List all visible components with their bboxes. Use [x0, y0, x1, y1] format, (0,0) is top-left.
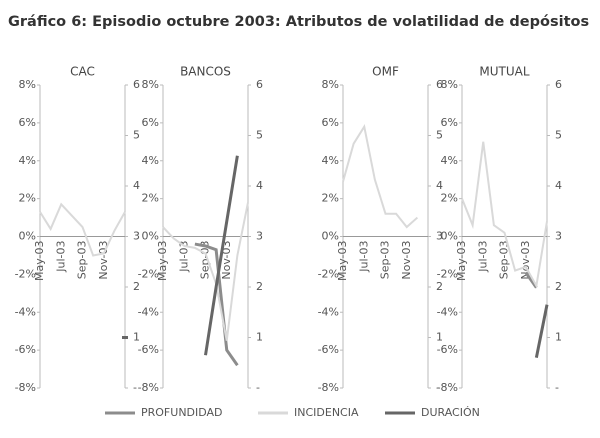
- y2-tick-label: 2: [256, 280, 263, 293]
- y-tick-label: -8%: [15, 381, 36, 394]
- legend-label: DURACIÓN: [421, 406, 480, 419]
- y-tick-label: -4%: [15, 305, 36, 318]
- x-tick-label: Sep-03: [379, 241, 392, 280]
- y2-tick-label: 5: [555, 129, 562, 142]
- y2-tick-label: 6: [555, 78, 562, 91]
- y-tick-label: 0%: [322, 230, 339, 243]
- y-tick-label: -6%: [15, 343, 36, 356]
- y-tick-label: 2%: [19, 192, 36, 205]
- y-tick-label: -6%: [318, 343, 339, 356]
- y-tick-label: 6%: [322, 116, 339, 129]
- series-line: [461, 141, 548, 289]
- y-tick-label: 0%: [441, 230, 458, 243]
- panel-title: MUTUAL: [479, 65, 529, 79]
- y-tick-label: 8%: [441, 78, 458, 91]
- series-line: [534, 304, 549, 358]
- y2-tick-label: 3: [133, 230, 140, 243]
- panel-title: OMF: [372, 65, 399, 79]
- x-tick-label: Sep-03: [76, 241, 89, 280]
- y-tick-label: 8%: [19, 78, 36, 91]
- y2-tick-label: 2: [436, 280, 443, 293]
- y-tick-label: -6%: [138, 343, 159, 356]
- x-tick-label: Sep-03: [498, 241, 511, 280]
- x-tick-label: Nov-03: [97, 241, 110, 280]
- y-tick-label: 6%: [142, 116, 159, 129]
- y-tick-label: -6%: [437, 343, 458, 356]
- y2-tick-label: -: [436, 381, 440, 394]
- y2-tick-label: 1: [436, 331, 443, 344]
- y2-tick-label: -: [256, 381, 260, 394]
- x-tick-label: Sep-03: [199, 241, 212, 280]
- y2-tick-label: 5: [256, 129, 263, 142]
- y-tick-label: 0%: [19, 230, 36, 243]
- x-tick-label: May-03: [455, 241, 468, 282]
- y-tick-label: -8%: [437, 381, 458, 394]
- y-tick-label: -8%: [318, 381, 339, 394]
- series-line: [204, 155, 239, 356]
- x-tick-label: Jul-03: [54, 241, 67, 273]
- series-line: [524, 271, 538, 289]
- y2-tick-label: 1: [133, 331, 140, 344]
- y2-tick-label: 2: [555, 280, 562, 293]
- y2-tick-label: 4: [555, 179, 562, 192]
- y-tick-label: 0%: [142, 230, 159, 243]
- y2-tick-label: 4: [436, 179, 443, 192]
- y2-tick-label: 3: [436, 230, 443, 243]
- y-tick-label: 2%: [441, 192, 458, 205]
- y2-tick-label: 4: [133, 179, 140, 192]
- legend-label: INCIDENCIA: [294, 406, 359, 419]
- x-tick-label: Jul-03: [357, 241, 370, 273]
- y-tick-label: 4%: [142, 154, 159, 167]
- y2-tick-label: 2: [133, 280, 140, 293]
- series-line: [194, 242, 239, 367]
- y-tick-label: 4%: [19, 154, 36, 167]
- y-tick-label: 2%: [322, 192, 339, 205]
- y2-tick-label: 6: [133, 78, 140, 91]
- x-tick-label: May-03: [156, 241, 169, 282]
- y2-tick-label: 3: [555, 230, 562, 243]
- y-tick-label: 2%: [142, 192, 159, 205]
- y-tick-label: 8%: [322, 78, 339, 91]
- y-tick-label: 4%: [441, 154, 458, 167]
- x-tick-label: Jul-03: [476, 241, 489, 273]
- x-tick-label: Nov-03: [400, 241, 413, 280]
- x-tick-label: May-03: [33, 241, 46, 282]
- y-tick-label: 6%: [19, 116, 36, 129]
- series-line: [162, 202, 249, 341]
- y-tick-label: 4%: [322, 154, 339, 167]
- y2-tick-label: 4: [256, 179, 263, 192]
- y2-tick-label: 5: [436, 129, 443, 142]
- y2-tick-label: -: [133, 381, 137, 394]
- series-line: [342, 123, 419, 229]
- y-tick-label: -4%: [318, 305, 339, 318]
- y2-tick-label: 1: [555, 331, 562, 344]
- panel-title: CAC: [70, 65, 95, 79]
- chart-title: Gráfico 6: Episodio octubre 2003: Atribu…: [8, 14, 589, 30]
- panel-title: BANCOS: [180, 65, 231, 79]
- legend-label: PROFUNDIDAD: [141, 406, 223, 419]
- y2-tick-label: 3: [256, 230, 263, 243]
- y2-tick-label: 6: [256, 78, 263, 91]
- y-tick-label: -2%: [318, 267, 339, 280]
- y-tick-label: -2%: [15, 267, 36, 280]
- y2-tick-label: 1: [256, 331, 263, 344]
- series-line: [39, 202, 126, 257]
- y-tick-label: -2%: [138, 267, 159, 280]
- y-tick-label: -8%: [138, 381, 159, 394]
- x-tick-label: May-03: [336, 241, 349, 282]
- y-tick-label: -4%: [138, 305, 159, 318]
- y-tick-label: -2%: [437, 267, 458, 280]
- y-tick-label: 8%: [142, 78, 159, 91]
- y2-tick-label: -: [555, 381, 559, 394]
- y2-tick-label: 5: [133, 129, 140, 142]
- y-tick-label: -4%: [437, 305, 458, 318]
- y-tick-label: 6%: [441, 116, 458, 129]
- x-tick-label: Jul-03: [177, 241, 190, 273]
- y2-tick-label: 6: [436, 78, 443, 91]
